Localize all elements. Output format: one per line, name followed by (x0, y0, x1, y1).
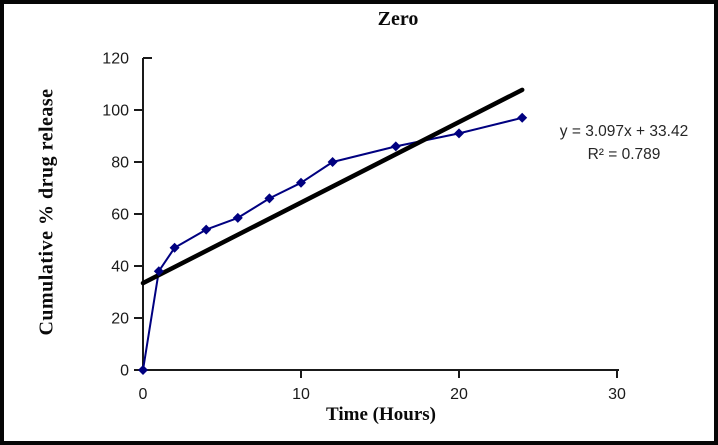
x-tick-label: 20 (450, 386, 468, 403)
y-tick-label: 100 (102, 103, 129, 120)
trendline-r-squared: R² = 0.789 (587, 146, 661, 163)
x-tick-label: 10 (292, 386, 310, 403)
series-marker (201, 224, 212, 235)
y-axis-label: Cumulative % drug release (35, 88, 58, 336)
y-tick-label: 20 (111, 311, 129, 328)
x-tick-label: 0 (139, 386, 148, 403)
series-marker (296, 177, 306, 188)
series-marker (232, 212, 243, 223)
series-marker (454, 128, 464, 139)
series-marker (153, 266, 164, 277)
x-axis-label: Time (Hours) (326, 404, 436, 425)
series-marker (327, 157, 338, 167)
series-marker (517, 112, 528, 123)
y-tick-label: 0 (120, 363, 129, 380)
chart-title: Zero (377, 8, 419, 30)
plot-area: 0 20 40 60 80 100 120 0 10 20 30 (102, 51, 626, 404)
series-marker (138, 365, 148, 375)
trendline-annotation: y = 3.097x + 33.42 R² = 0.789 (524, 120, 714, 166)
series-marker (390, 141, 401, 152)
y-tick-label: 120 (102, 51, 129, 68)
series-marker (169, 242, 180, 253)
trendline-equation: y = 3.097x + 33.42 (559, 123, 689, 140)
trend-line (140, 87, 525, 286)
series-line (142, 116, 523, 371)
y-tick-label: 80 (111, 155, 129, 172)
series-marker (264, 193, 275, 204)
y-tick-label: 40 (111, 259, 129, 276)
y-tick-label: 60 (111, 207, 129, 224)
x-tick-label: 30 (608, 386, 626, 403)
